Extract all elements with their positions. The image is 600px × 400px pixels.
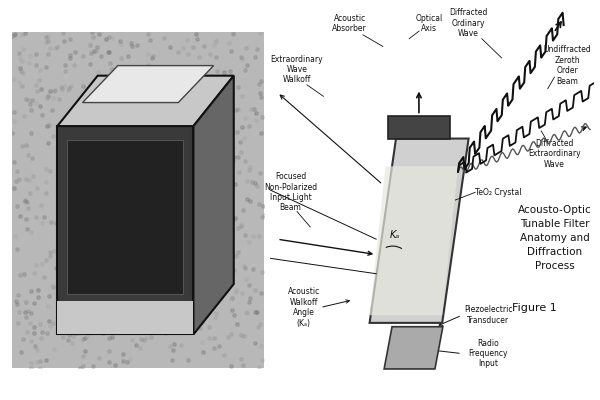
Polygon shape [370, 138, 469, 323]
Text: Optical
Axis: Optical Axis [415, 14, 443, 33]
Text: Diffracted
Ordinary
Wave: Diffracted Ordinary Wave [449, 8, 488, 38]
Text: Acoustic
Walkoff
Angle
(Kₐ): Acoustic Walkoff Angle (Kₐ) [287, 288, 320, 328]
Polygon shape [58, 126, 193, 334]
Polygon shape [193, 76, 234, 334]
Text: TeO₂ Crystal: TeO₂ Crystal [475, 188, 522, 197]
Polygon shape [58, 76, 234, 126]
Polygon shape [58, 301, 193, 334]
Text: Undiffracted
Zeroth
Order
Beam: Undiffracted Zeroth Order Beam [544, 46, 592, 86]
Text: Focused
Non-Polarized
Input Light
Beam: Focused Non-Polarized Input Light Beam [264, 172, 317, 212]
Text: Kₐ: Kₐ [389, 230, 400, 240]
Polygon shape [384, 327, 443, 369]
Text: Acousto-Optic
Tunable Filter
Anatomy and
Diffraction
Process: Acousto-Optic Tunable Filter Anatomy and… [518, 206, 591, 271]
Text: Diffracted
Extraordinary
Wave: Diffracted Extraordinary Wave [528, 139, 581, 169]
Polygon shape [67, 140, 184, 294]
Polygon shape [388, 116, 450, 138]
Text: Figure 1: Figure 1 [512, 302, 557, 312]
Text: Radio
Frequency
Input: Radio Frequency Input [469, 339, 508, 368]
Polygon shape [370, 166, 458, 315]
Text: Piezoelectric
Transducer: Piezoelectric Transducer [464, 306, 512, 325]
Text: Extraordinary
Wave
Walkoff: Extraordinary Wave Walkoff [271, 54, 323, 84]
Text: Acoustic
Absorber: Acoustic Absorber [332, 14, 367, 33]
Polygon shape [83, 66, 214, 102]
